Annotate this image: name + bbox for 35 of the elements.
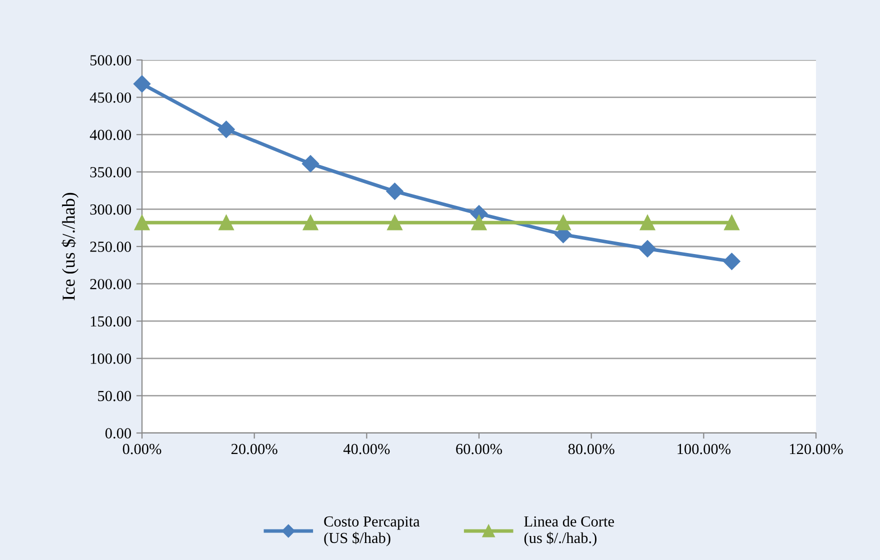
point (302, 155, 320, 172)
x-tick-label: 80.00% (568, 444, 614, 454)
y-tick-label: 100.00 (90, 354, 131, 364)
point (218, 120, 235, 138)
y-tick-label: 250.00 (90, 242, 131, 252)
x-tick-label: 0.00% (122, 444, 162, 454)
point (386, 182, 404, 200)
x-tick-label: 120.00% (790, 444, 843, 454)
point (387, 214, 402, 230)
y-tick-label: 400.00 (90, 130, 131, 140)
point (724, 214, 740, 230)
x-tick-label: 20.00% (231, 444, 278, 454)
y-tick-label: 350.00 (90, 167, 131, 178)
point (723, 252, 740, 270)
point (556, 214, 571, 230)
point (638, 240, 656, 258)
x-tick-label: 100.00% (678, 444, 731, 454)
point (471, 214, 487, 230)
point (302, 214, 318, 230)
y-tick-label: 200.00 (90, 278, 131, 290)
x-tick-label: 60.00% (456, 444, 502, 454)
y-tick-label: 300.00 (90, 204, 131, 215)
y-axis-title: Ice (us $/./hab) (62, 192, 78, 300)
y-tick-label: 50.00 (98, 390, 131, 402)
legend-label: Linea de Corte (us $/./hab.) (524, 516, 614, 546)
y-tick-label: 500.00 (90, 55, 131, 66)
y-tick-label: 450.00 (90, 92, 131, 103)
point (133, 75, 151, 92)
x-tick-label: 40.00% (343, 444, 390, 454)
point (218, 214, 234, 230)
point (134, 214, 150, 230)
point (640, 214, 656, 230)
y-tick-label: 0.00 (105, 428, 131, 439)
legend-label: Costo Percapita (US $/hab) (324, 516, 420, 546)
y-tick-label: 150.00 (90, 316, 131, 327)
